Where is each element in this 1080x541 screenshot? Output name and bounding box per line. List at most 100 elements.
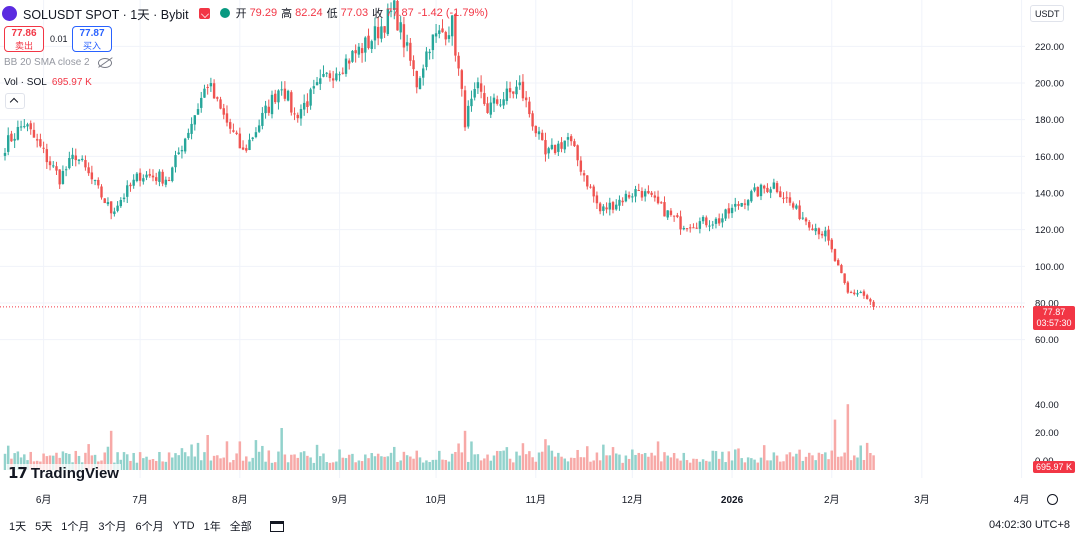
volume-bar: [380, 456, 383, 470]
candle-body: [438, 30, 441, 34]
candle-body: [579, 160, 583, 172]
candle-body: [705, 217, 708, 226]
candle-body: [402, 24, 406, 48]
time-tick-label: 9月: [332, 494, 348, 506]
eye-hidden-icon[interactable]: [97, 57, 112, 68]
volume-bar: [598, 460, 602, 470]
ohlc-high-label: 高: [281, 8, 293, 20]
volume-bar: [142, 458, 145, 470]
range-6m-button[interactable]: 6个月: [135, 521, 164, 533]
candle-body: [541, 132, 544, 141]
volume-bar: [158, 451, 161, 470]
volume-bar: [569, 457, 573, 470]
candle-body: [586, 175, 589, 187]
time-tick-label: 12月: [622, 494, 643, 506]
bb-indicator-legend[interactable]: BB 20 SMA close 2: [4, 57, 112, 68]
range-1m-button[interactable]: 1个月: [61, 521, 90, 533]
volume-bar: [508, 458, 512, 470]
volume-bar: [190, 444, 193, 470]
volume-bar: [206, 435, 209, 470]
candle-body: [508, 88, 512, 93]
candle-body: [483, 93, 486, 104]
candle-body: [737, 204, 740, 206]
candle-body: [228, 122, 232, 129]
candle-body: [869, 299, 872, 302]
date-range-bar: 1天 5天 1个月 3个月 6个月 YTD 1年 全部: [0, 513, 1080, 539]
time-axis[interactable]: 6月 7月 8月 9月 10月 11月 12月 2026 2月 3月 4月: [36, 494, 1030, 506]
candle-body: [174, 155, 177, 168]
collapse-legend-button[interactable]: [5, 93, 25, 109]
candle-body: [689, 227, 692, 229]
candle-body: [103, 198, 106, 204]
range-1y-button[interactable]: 1年: [203, 521, 221, 533]
settings-gear-icon[interactable]: [1047, 494, 1058, 505]
volume-bar: [627, 458, 631, 470]
volume-bar: [209, 460, 213, 470]
candle-body: [52, 165, 55, 167]
alert-icon[interactable]: [198, 7, 210, 19]
candle-body: [653, 195, 657, 198]
volume-bar: [682, 452, 686, 470]
volume-bar: [634, 454, 637, 470]
candle-body: [145, 174, 148, 178]
volume-bar: [238, 441, 242, 470]
volume-bar: [257, 451, 261, 470]
candle-body: [698, 221, 702, 229]
volume-bar: [450, 453, 454, 470]
tradingview-mark-icon: 17: [8, 464, 28, 482]
candle-body: [196, 109, 200, 115]
volume-indicator-label: Vol · SOL: [4, 77, 47, 88]
volume-bar: [154, 460, 158, 470]
candle-body: [550, 144, 554, 149]
candle-body: [106, 202, 110, 205]
candle-body: [331, 78, 335, 81]
candle-body: [148, 174, 151, 176]
time-tick-label: 2026: [721, 495, 744, 506]
candle-body: [634, 189, 637, 197]
range-all-button[interactable]: 全部: [229, 521, 252, 533]
candle-body: [212, 83, 216, 99]
volume-indicator-legend[interactable]: Vol · SOL 695.97 K: [4, 77, 92, 88]
candle-body: [457, 55, 460, 69]
sell-button[interactable]: 77.86 卖出: [4, 26, 44, 52]
volume-bar: [869, 452, 872, 470]
candle-body: [827, 229, 830, 241]
candle-body: [412, 60, 415, 70]
volume-bar: [492, 455, 496, 470]
candle-body: [763, 185, 766, 189]
price-axis[interactable]: 60.00 80.00 100.00 120.00 140.00 160.00 180.00…: [1035, 42, 1064, 467]
volume-bar: [68, 453, 71, 470]
candle-body: [29, 123, 32, 130]
calendar-range-icon[interactable]: [269, 520, 284, 532]
candle-body: [251, 137, 254, 139]
candle-body: [637, 190, 640, 192]
range-5d-button[interactable]: 5天: [35, 521, 53, 533]
volume-bar: [235, 453, 238, 470]
candle-body: [801, 217, 805, 219]
volume-bar: [798, 449, 801, 470]
range-3m-button[interactable]: 3个月: [98, 521, 127, 533]
candle-body: [598, 203, 602, 212]
range-1d-button[interactable]: 1天: [9, 521, 27, 533]
candle-body: [245, 148, 248, 151]
volume-bar: [537, 452, 541, 470]
volume-bar: [775, 455, 779, 470]
candle-body: [393, 0, 396, 11]
candle-body: [679, 216, 682, 230]
volume-bar: [608, 455, 612, 470]
timezone-clock[interactable]: 04:02:30 UTC+8: [988, 519, 1070, 531]
currency-selector[interactable]: USDT: [1030, 5, 1064, 22]
candle-body: [602, 206, 605, 211]
candle-body: [714, 218, 718, 224]
candle-body: [859, 292, 862, 294]
buy-button[interactable]: 77.87 买入: [72, 26, 112, 52]
volume-bar: [614, 453, 618, 470]
volume-bar: [534, 461, 538, 470]
candle-body: [656, 196, 660, 204]
tradingview-logo[interactable]: 17 TradingView: [6, 464, 121, 482]
volume-bar: [42, 453, 45, 470]
range-ytd-button[interactable]: YTD: [172, 520, 195, 532]
symbol-title[interactable]: SOLUSDT SPOT · 1天 · Bybit: [23, 7, 189, 22]
candle-body: [486, 103, 489, 113]
